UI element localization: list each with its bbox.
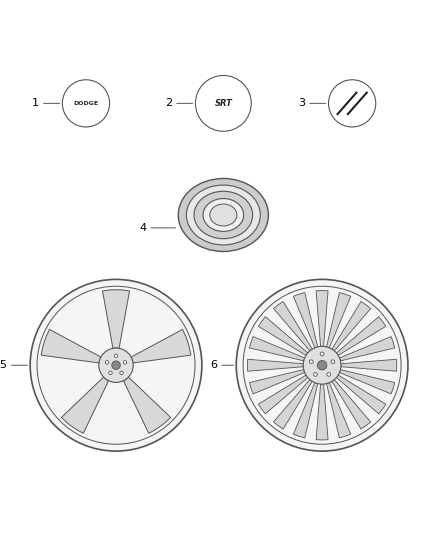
- Circle shape: [123, 361, 127, 364]
- Polygon shape: [336, 317, 386, 356]
- Polygon shape: [316, 290, 328, 346]
- Text: 5: 5: [0, 360, 7, 370]
- Polygon shape: [316, 384, 328, 440]
- Polygon shape: [339, 369, 395, 394]
- Polygon shape: [247, 359, 303, 371]
- Polygon shape: [41, 329, 101, 363]
- Circle shape: [105, 361, 109, 364]
- Polygon shape: [326, 293, 351, 348]
- Circle shape: [120, 371, 123, 375]
- Text: 6: 6: [210, 360, 217, 370]
- Text: 1: 1: [32, 99, 39, 108]
- Circle shape: [62, 80, 110, 127]
- Polygon shape: [258, 375, 308, 414]
- Circle shape: [314, 373, 317, 376]
- Text: 4: 4: [139, 223, 146, 233]
- Text: 2: 2: [165, 99, 172, 108]
- Polygon shape: [273, 302, 312, 351]
- Polygon shape: [273, 379, 312, 429]
- Polygon shape: [339, 336, 395, 361]
- Polygon shape: [124, 377, 171, 433]
- Circle shape: [114, 354, 118, 358]
- Polygon shape: [61, 377, 109, 433]
- Circle shape: [327, 373, 331, 376]
- Polygon shape: [293, 293, 318, 348]
- Polygon shape: [293, 383, 318, 438]
- Ellipse shape: [194, 191, 253, 239]
- Polygon shape: [258, 317, 308, 356]
- Circle shape: [243, 286, 401, 444]
- Polygon shape: [249, 369, 305, 394]
- Text: DODGE: DODGE: [74, 101, 99, 106]
- Circle shape: [236, 279, 408, 451]
- Circle shape: [318, 360, 327, 370]
- Circle shape: [30, 279, 202, 451]
- Circle shape: [112, 361, 120, 369]
- Polygon shape: [249, 336, 305, 361]
- Polygon shape: [326, 383, 351, 438]
- Circle shape: [109, 371, 112, 375]
- Circle shape: [320, 352, 324, 356]
- Text: SRT: SRT: [215, 99, 232, 108]
- Polygon shape: [332, 379, 371, 429]
- Polygon shape: [336, 375, 386, 414]
- Circle shape: [37, 286, 195, 444]
- Circle shape: [195, 76, 251, 131]
- Circle shape: [303, 346, 341, 384]
- Ellipse shape: [178, 179, 268, 252]
- Polygon shape: [332, 302, 371, 351]
- Ellipse shape: [210, 204, 237, 226]
- Circle shape: [331, 360, 335, 364]
- Polygon shape: [341, 359, 397, 371]
- Polygon shape: [131, 329, 191, 363]
- Circle shape: [328, 80, 376, 127]
- Circle shape: [99, 348, 133, 382]
- Text: 3: 3: [298, 99, 305, 108]
- Ellipse shape: [187, 185, 260, 245]
- Circle shape: [309, 360, 313, 364]
- Polygon shape: [102, 290, 130, 349]
- Ellipse shape: [203, 199, 244, 231]
